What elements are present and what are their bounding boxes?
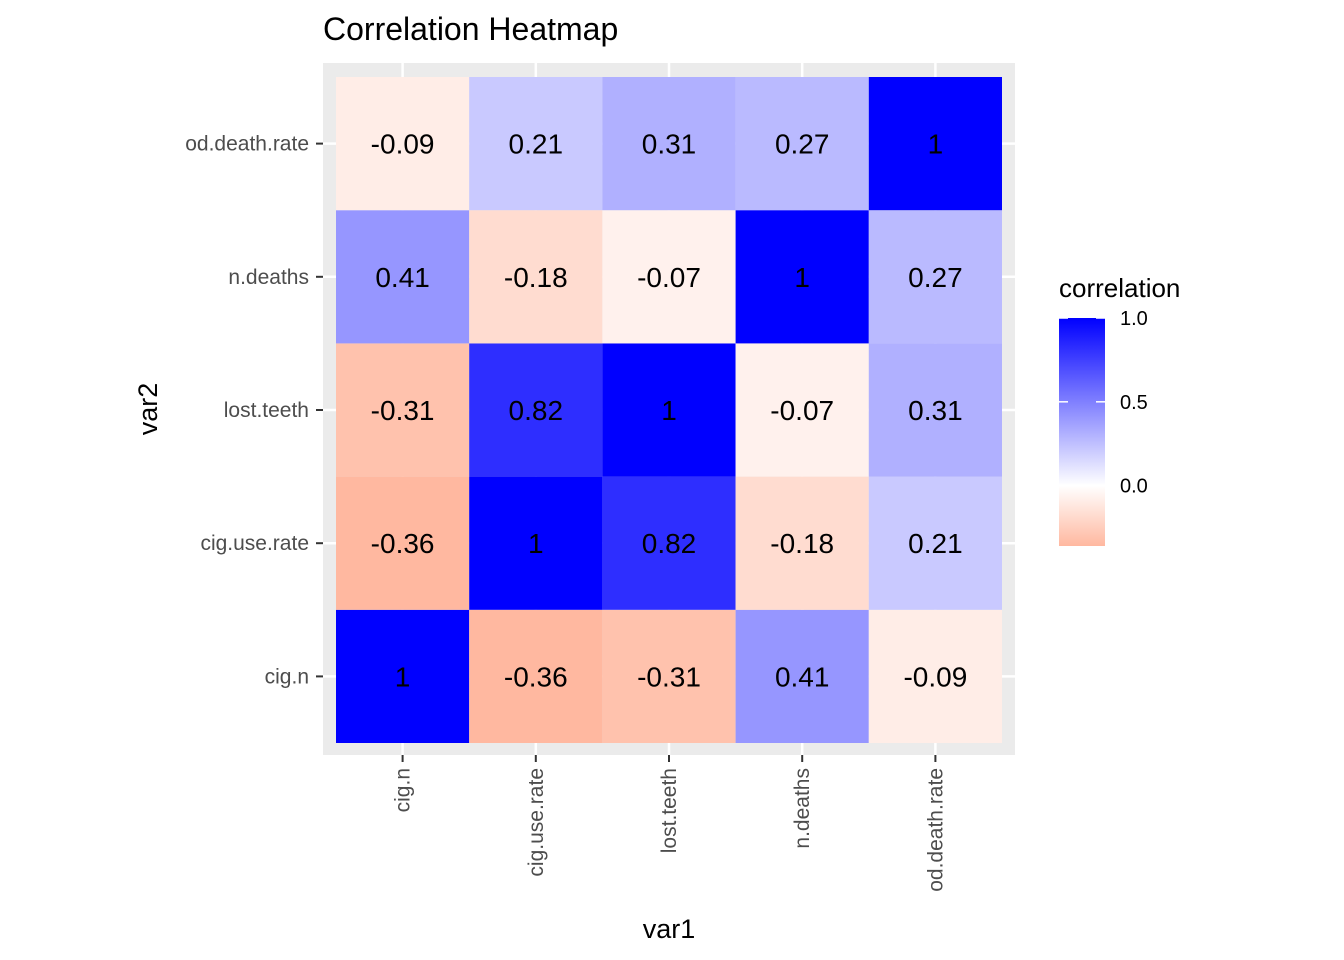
heatmap-cell	[735, 476, 869, 610]
legend-title: correlation	[1059, 273, 1180, 303]
heatmap-cell	[336, 609, 470, 743]
heatmap-cell	[868, 77, 1002, 211]
y-tick-label: cig.n	[265, 665, 309, 688]
cell-value-label: 0.31	[642, 129, 697, 160]
heatmap-cell	[336, 77, 470, 211]
heatmap-cell	[602, 77, 736, 211]
cell-value-label: -0.36	[504, 661, 568, 692]
heatmap-cell	[602, 609, 736, 743]
cell-value-label: 1	[928, 129, 944, 160]
y-tick-label: cig.use.rate	[200, 532, 309, 555]
cell-value-label: 0.82	[509, 395, 564, 426]
cell-value-label: -0.18	[504, 262, 568, 293]
cell-value-label: 0.41	[775, 661, 830, 692]
y-tick-label: lost.teeth	[224, 399, 309, 422]
cell-value-label: -0.09	[371, 129, 435, 160]
x-tick-label: lost.teeth	[658, 768, 681, 853]
cell-value-label: 0.82	[642, 528, 697, 559]
heatmap-cell	[469, 343, 603, 477]
x-axis-title: var1	[643, 914, 696, 944]
heatmap-cell	[469, 476, 603, 610]
legend-tick-label: 0.0	[1120, 476, 1148, 498]
heatmap-cell	[469, 210, 603, 344]
heatmap-cell	[336, 476, 470, 610]
heatmap-cells	[336, 77, 1002, 743]
cell-value-label: 1	[661, 395, 677, 426]
cell-value-label: 0.27	[908, 262, 963, 293]
cell-value-label: -0.31	[371, 395, 435, 426]
cell-value-label: 0.31	[908, 395, 963, 426]
heatmap-cell	[469, 77, 603, 211]
heatmap-cell	[868, 210, 1002, 344]
cell-labels: 1 -0.36 -0.31 0.41 -0.09 -0.36 1 0.82 -0.18 0.21 -…	[371, 129, 968, 693]
cell-value-label: -0.31	[637, 661, 701, 692]
cell-value-label: 1	[794, 262, 810, 293]
cell-value-label: -0.18	[770, 528, 834, 559]
heatmap-cell	[336, 210, 470, 344]
y-tick-label: n.deaths	[228, 266, 309, 289]
heatmap-cell	[735, 343, 869, 477]
color-legend: correlation 1.0 0.5 0.0	[1059, 273, 1180, 546]
heatmap-cell	[868, 476, 1002, 610]
legend-colorbar	[1059, 318, 1105, 546]
legend-tick-label: 0.5	[1120, 392, 1148, 414]
cell-value-label: 1	[528, 528, 544, 559]
cell-value-label: -0.07	[770, 395, 834, 426]
cell-value-label: -0.07	[637, 262, 701, 293]
legend-ticks: 1.0 0.5 0.0	[1059, 308, 1148, 498]
heatmap-cell	[735, 210, 869, 344]
x-tick-label: od.death.rate	[924, 768, 947, 892]
heatmap-cell	[868, 343, 1002, 477]
cell-value-label: -0.09	[903, 661, 967, 692]
heatmap-cell	[735, 609, 869, 743]
heatmap-cell	[602, 476, 736, 610]
x-tick-label: cig.use.rate	[525, 768, 548, 877]
chart-title: Correlation Heatmap	[323, 11, 618, 47]
heatmap-cell	[336, 343, 470, 477]
cell-value-label: 0.21	[509, 129, 564, 160]
heatmap-cell	[602, 343, 736, 477]
cell-value-label: 0.21	[908, 528, 963, 559]
x-tick-label: cig.n	[392, 768, 415, 812]
heatmap-cell	[735, 77, 869, 211]
heatmap-cell	[602, 210, 736, 344]
x-tick-label: n.deaths	[791, 768, 814, 849]
y-axis-title: var2	[133, 383, 163, 436]
legend-tick-label: 1.0	[1120, 308, 1148, 330]
y-axis: cig.n cig.use.rate lost.teeth n.deaths od.de…	[185, 133, 323, 688]
x-axis: cig.n cig.use.rate lost.teeth n.deaths od.de…	[392, 755, 947, 892]
cell-value-label: 0.27	[775, 129, 830, 160]
heatmap-cell	[868, 609, 1002, 743]
cell-value-label: 1	[395, 661, 411, 692]
y-tick-label: od.death.rate	[185, 133, 309, 156]
cell-value-label: -0.36	[371, 528, 435, 559]
cell-value-label: 0.41	[375, 262, 430, 293]
heatmap-cell	[469, 609, 603, 743]
